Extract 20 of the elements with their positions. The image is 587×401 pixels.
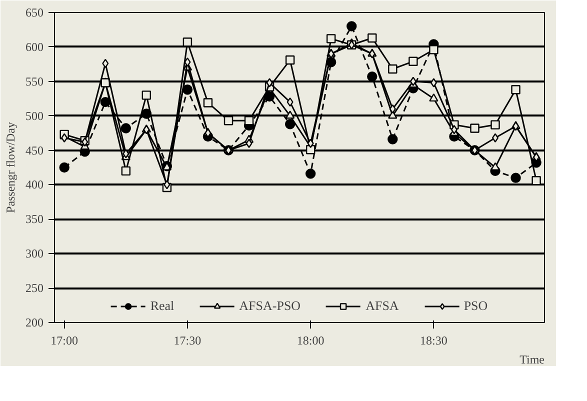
x-axis-title: Time — [520, 352, 545, 366]
legend-label: AFSA-PSO — [239, 298, 301, 314]
y-axis-title: Passengr flow/Day — [4, 122, 18, 213]
y-tick-label: 600 — [26, 40, 44, 54]
x-tick-label: 17:30 — [174, 334, 202, 348]
y-tick-label: 500 — [26, 108, 44, 123]
legend-label: Real — [150, 298, 174, 314]
x-tick-label: 18:00 — [296, 334, 324, 348]
y-tick-label: 250 — [26, 281, 44, 296]
y-tick-label: 450 — [26, 143, 44, 158]
legend-label: AFSA — [366, 298, 399, 314]
legend-label: PSO — [464, 298, 488, 314]
x-tick-label: 18:30 — [420, 334, 448, 348]
y-tick-label: 300 — [26, 246, 44, 261]
y-tick-label: 400 — [26, 178, 44, 192]
y-tick-label: 200 — [26, 316, 44, 330]
y-tick-label: 650 — [26, 6, 44, 20]
y-tick-label: 550 — [26, 74, 44, 88]
y-tick-label: 350 — [26, 212, 44, 226]
x-tick-label: 17:00 — [50, 334, 78, 348]
